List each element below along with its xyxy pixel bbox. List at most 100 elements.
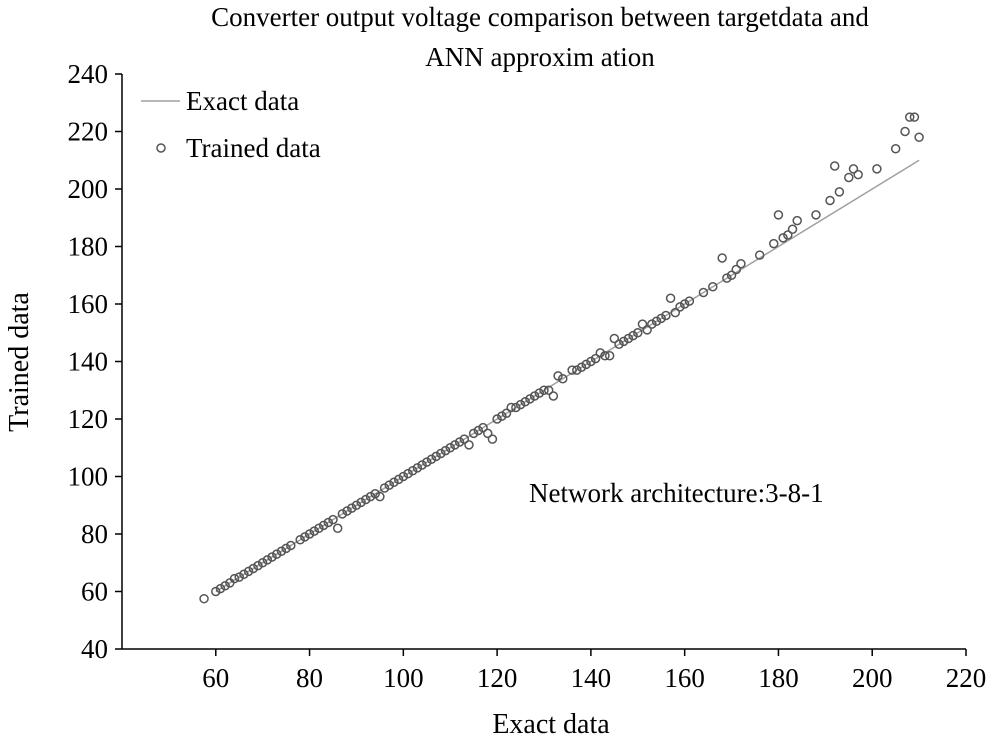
trained-data-point — [783, 230, 793, 240]
trained-data-point — [328, 514, 338, 525]
x-tick-label: 200 — [852, 663, 893, 693]
trained-data-point — [792, 215, 802, 226]
legend-marker-swatch — [156, 143, 166, 153]
y-tick-label: 180 — [68, 232, 109, 262]
x-axis-ticks: 60 80 100 120 140 160 180 200 220 — [202, 649, 986, 693]
y-tick-label: 60 — [81, 577, 108, 607]
trained-data-point — [900, 126, 910, 137]
trained-data-point — [492, 414, 502, 424]
trained-data-point — [361, 494, 371, 505]
trained-data-point — [257, 558, 268, 568]
trained-data-point — [829, 161, 840, 171]
trained-data-point — [379, 483, 390, 493]
trained-data-point — [656, 313, 666, 324]
x-tick-label: 180 — [758, 663, 799, 693]
trained-data-point — [825, 195, 835, 206]
trained-data-point — [487, 434, 498, 444]
y-tick-label: 120 — [68, 404, 109, 434]
trained-data-point — [351, 500, 362, 510]
y-tick-label: 200 — [68, 174, 109, 204]
trained-data-point — [904, 112, 915, 122]
y-axis-label: Trained data — [4, 292, 35, 432]
trained-data-point — [609, 333, 620, 344]
trained-data-point — [525, 394, 535, 404]
y-tick-label: 40 — [81, 634, 108, 664]
trained-data-point — [679, 299, 690, 309]
trained-data-point — [769, 238, 779, 249]
plot-area — [199, 112, 924, 604]
trained-data-point — [365, 491, 376, 502]
trained-data-point — [234, 572, 244, 582]
x-axis-label: Exact data — [492, 709, 610, 739]
trained-data-point — [787, 224, 798, 234]
trained-data-point — [229, 573, 240, 584]
trained-data-point — [717, 253, 727, 263]
trained-data-point — [199, 593, 209, 604]
trained-data-point — [698, 287, 709, 298]
trained-data-point — [642, 325, 652, 335]
trained-data-point — [243, 566, 254, 577]
trained-data-point — [572, 365, 582, 375]
trained-data-point — [286, 540, 296, 551]
trained-data-point — [778, 233, 788, 243]
trained-data-point — [722, 273, 732, 283]
y-tick-label: 160 — [68, 289, 109, 319]
trained-data-point — [417, 460, 427, 470]
trained-data-point — [454, 437, 465, 447]
trained-data-point — [890, 144, 901, 154]
trained-data-point — [370, 489, 380, 499]
trained-data-point — [323, 517, 334, 528]
trained-data-point — [337, 509, 348, 519]
trained-data-point — [215, 583, 226, 594]
trained-data-point — [647, 319, 657, 329]
trained-data-point — [473, 425, 484, 436]
trained-data-point — [529, 391, 540, 401]
trained-data-point — [586, 356, 596, 367]
network-annotation: Network architecture:3-8-1 — [529, 478, 824, 508]
trained-data-point — [440, 445, 451, 456]
trained-data-point — [398, 471, 409, 482]
chart-title-line-1: Converter output voltage comparison betw… — [211, 2, 869, 32]
trained-data-point — [468, 428, 479, 439]
x-tick-label: 60 — [202, 663, 229, 693]
trained-data-point — [567, 365, 577, 375]
trained-data-point — [633, 328, 643, 338]
x-tick-label: 100 — [383, 663, 424, 693]
y-tick-label: 220 — [68, 117, 109, 147]
trained-data-point — [604, 351, 615, 361]
legend: Exact data Trained data — [141, 86, 321, 163]
trained-data-point — [304, 529, 315, 539]
trained-data-point — [412, 463, 423, 473]
trained-data-point — [318, 520, 329, 531]
trained-data-point — [708, 282, 718, 292]
trained-data-point — [497, 411, 507, 421]
y-tick-label: 140 — [68, 347, 109, 377]
trained-data-point — [618, 336, 629, 347]
trained-data-point — [909, 112, 920, 122]
trained-data-point — [482, 428, 493, 439]
trained-data-point — [407, 466, 418, 476]
trained-data-point — [309, 526, 319, 536]
trained-data-point — [239, 569, 249, 579]
trained-data-point — [281, 543, 291, 554]
trained-data-point — [347, 503, 357, 513]
trained-data-point — [262, 555, 273, 565]
trained-data-point — [267, 552, 277, 562]
trained-data-point — [422, 457, 432, 467]
trained-data-point — [426, 454, 437, 464]
x-tick-label: 220 — [946, 663, 986, 693]
y-tick-label: 80 — [81, 519, 108, 549]
trained-data-point — [211, 586, 221, 597]
trained-data-point — [853, 169, 863, 180]
trained-data-point — [548, 391, 559, 401]
y-tick-label: 100 — [68, 462, 109, 492]
trained-data-point — [356, 497, 366, 508]
trained-data-point — [844, 172, 854, 183]
trained-data-point — [590, 353, 601, 364]
trained-data-point — [661, 310, 671, 321]
trained-data-point — [393, 474, 404, 485]
trained-data-point — [834, 187, 845, 197]
legend-label-exact: Exact data — [186, 86, 299, 116]
